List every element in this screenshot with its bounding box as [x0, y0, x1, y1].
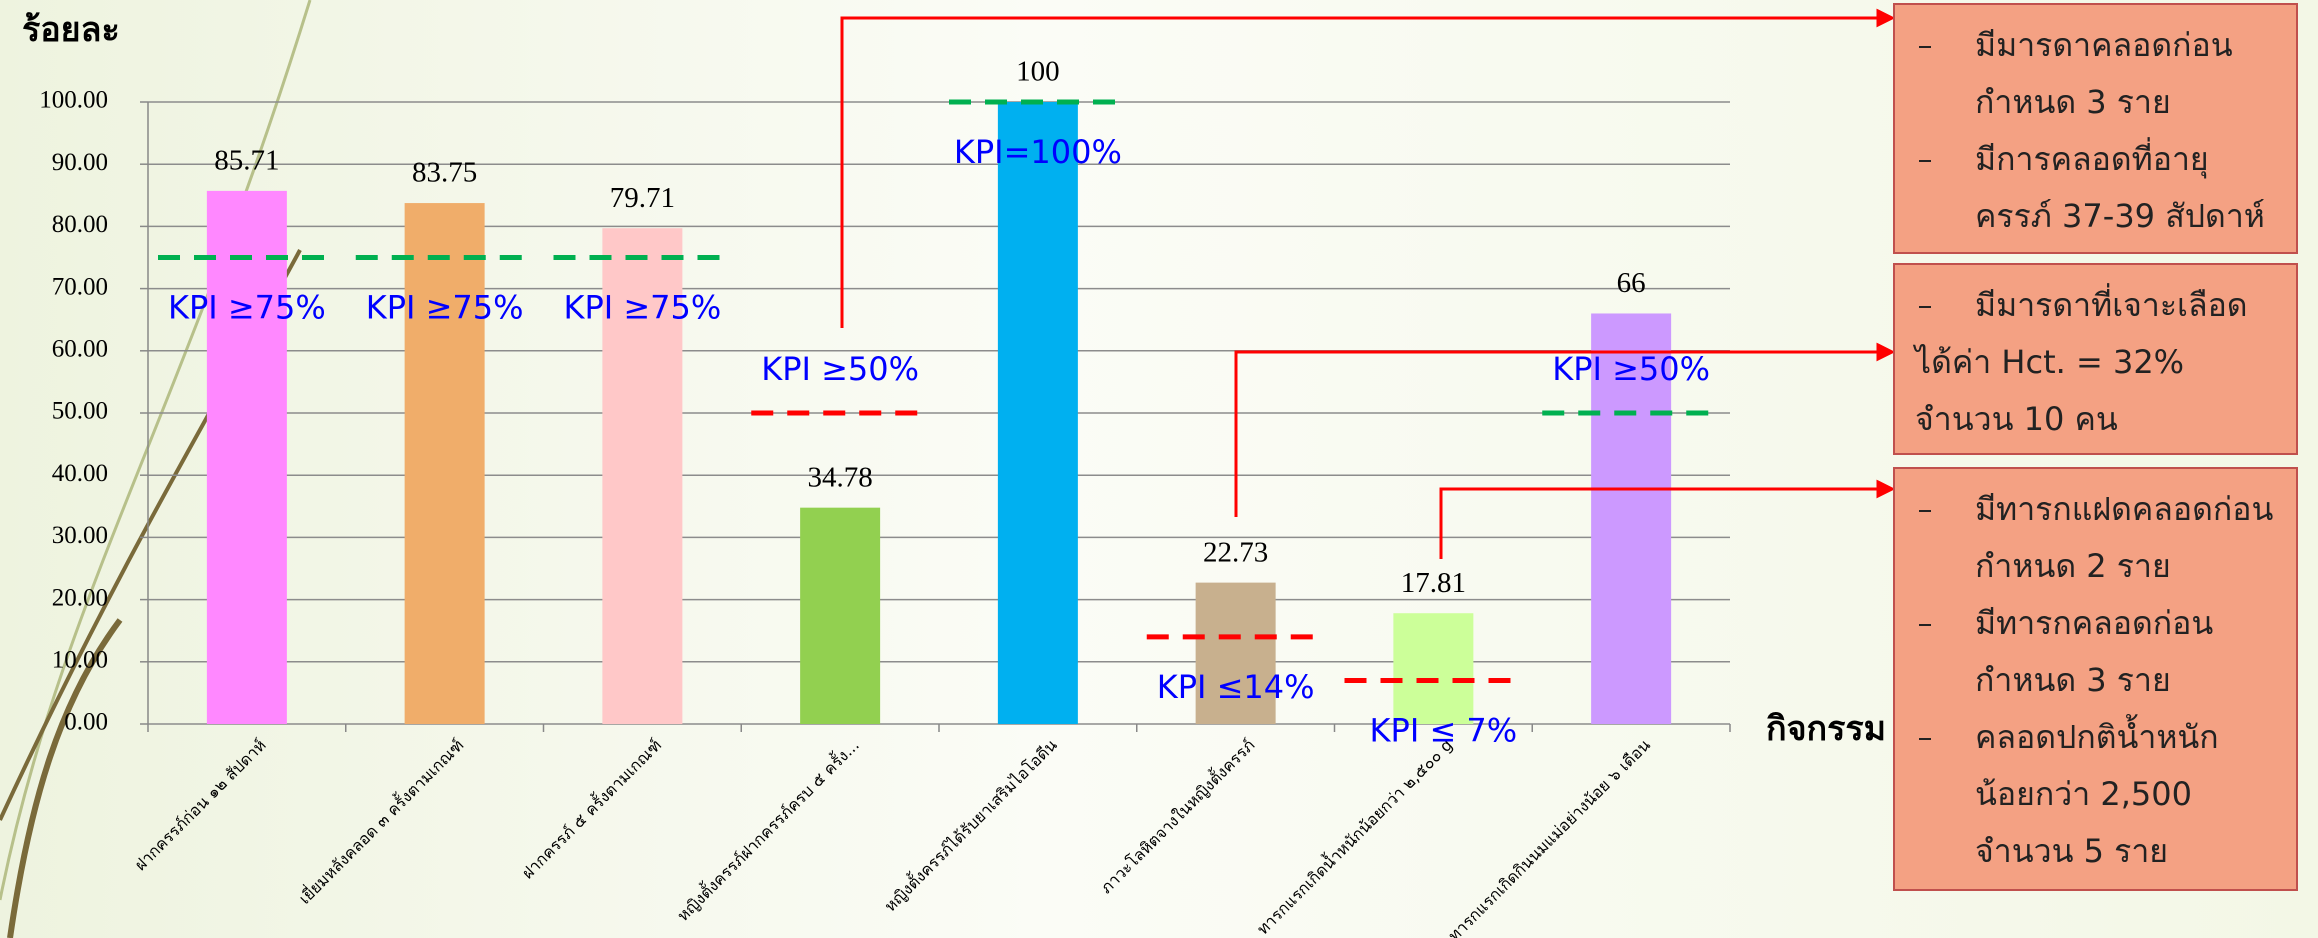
- y-axis-title: ร้อยละ: [22, 10, 120, 50]
- x-tick-label: หญิงตั้งครรภ์ได้รับยาเสริมไอโอดีน: [879, 734, 1061, 916]
- note-item: มีมารดาคลอดก่อนกำหนด 3 ราย: [1915, 17, 2278, 131]
- x-tick-label: ฝากครรภ์ก่อน ๑๒ สัปดาห์: [131, 735, 270, 874]
- y-tick-label: 100.00: [39, 87, 108, 114]
- value-label: 34.78: [808, 461, 873, 493]
- x-tick-label: เยี่ยมหลังคลอด ๓ ครั้งตามเกณฑ์: [294, 734, 468, 908]
- note-box: มีมารดาที่เจาะเลือดได้ค่า Hct. = 32% จำน…: [1893, 263, 2298, 455]
- kpi-label: KPI ≤ 7%: [1370, 711, 1518, 749]
- y-tick-label: 20.00: [52, 584, 108, 611]
- y-tick-label: 0.00: [64, 709, 108, 736]
- x-tick-label: ทารกแรกเกิดน้ำหนักน้อยกว่า ๒,๕๐๐ g: [1252, 734, 1457, 938]
- bullet: [1919, 738, 1931, 740]
- note-item: มีทารกแฝดคลอดก่อนกำหนด 2 ราย: [1915, 481, 2278, 595]
- kpi-label: KPI ≥50%: [761, 350, 919, 388]
- x-tick-label: ภาวะโลหิตจางในหญิงตั้งครรภ์: [1095, 734, 1258, 897]
- note-item: มีทารกคลอดก่อนกำหนด 3 ราย: [1915, 595, 2278, 709]
- y-tick-label: 40.00: [52, 460, 108, 487]
- value-label: 83.75: [412, 157, 477, 189]
- value-label: 85.71: [214, 145, 279, 177]
- y-tick-label: 60.00: [52, 336, 108, 363]
- x-tick-label: ทารกแรกเกิดกินนมแม่อย่างน้อย ๖ เดือน: [1444, 735, 1654, 938]
- bar: [207, 191, 287, 724]
- bar: [800, 508, 880, 724]
- bar: [405, 203, 485, 724]
- y-tick-label: 90.00: [52, 149, 108, 176]
- y-tick-label: 50.00: [52, 398, 108, 425]
- bullet: [1919, 510, 1931, 512]
- y-tick-label: 10.00: [52, 647, 108, 674]
- value-label: 22.73: [1203, 536, 1268, 568]
- note-box: มีมารดาคลอดก่อนกำหนด 3 รายมีการคลอดที่อา…: [1893, 3, 2298, 254]
- x-tick-label: หญิงตั้งครรภ์ฝากครรภ์ครบ ๕ ครั้ง...: [672, 734, 863, 925]
- x-tick-label: ฝากครรภ์ ๕ ครั้งตามเกณฑ์: [517, 734, 666, 883]
- y-tick-label: 30.00: [52, 522, 108, 549]
- value-label: 17.81: [1401, 567, 1466, 599]
- note-item: มีการคลอดที่อายุครรภ์ 37-39 สัปดาห์: [1915, 131, 2278, 245]
- value-label: 79.71: [610, 182, 675, 214]
- y-tick-label: 80.00: [52, 211, 108, 238]
- bullet: [1919, 160, 1931, 162]
- note-item: คลอดปกติน้ำหนักน้อยกว่า 2,500 จำนวน 5 รา…: [1915, 709, 2278, 880]
- note-item: มีมารดาที่เจาะเลือดได้ค่า Hct. = 32% จำน…: [1915, 277, 2278, 448]
- kpi-label: KPI ≥75%: [168, 289, 326, 327]
- bullet: [1919, 624, 1931, 626]
- slide: ร้อยละ กิจกรรม 0.00 10.00 20.00 30.00 40.00 5…: [0, 0, 2318, 938]
- bullet: [1919, 46, 1931, 48]
- bullet: [1919, 306, 1931, 308]
- note-text: มีทารกคลอดก่อนกำหนด 3 ราย: [1975, 604, 2213, 699]
- bar: [998, 102, 1078, 724]
- x-axis-title: กิจกรรม: [1766, 709, 1886, 749]
- note-text: มีทารกแฝดคลอดก่อนกำหนด 2 ราย: [1975, 490, 2273, 585]
- note-text: มีการคลอดที่อายุครรภ์ 37-39 สัปดาห์: [1975, 140, 2265, 235]
- y-tick-label: 70.00: [52, 273, 108, 300]
- value-label: 100: [1016, 56, 1060, 88]
- note-text: คลอดปกติน้ำหนักน้อยกว่า 2,500 จำนวน 5 รา…: [1975, 718, 2219, 870]
- bar: [1393, 613, 1473, 724]
- kpi-label: KPI ≥75%: [366, 289, 524, 327]
- kpi-label: KPI ≥75%: [563, 289, 721, 327]
- note-text: มีมารดาที่เจาะเลือดได้ค่า Hct. = 32% จำน…: [1915, 286, 2248, 438]
- kpi-label: KPI ≤14%: [1157, 668, 1315, 706]
- note-box: มีทารกแฝดคลอดก่อนกำหนด 2 รายมีทารกคลอดก่…: [1893, 467, 2298, 891]
- value-label: 66: [1617, 267, 1646, 299]
- note-text: มีมารดาคลอดก่อนกำหนด 3 ราย: [1975, 26, 2233, 121]
- kpi-label: KPI=100%: [954, 133, 1122, 171]
- kpi-label: KPI ≥50%: [1552, 350, 1710, 388]
